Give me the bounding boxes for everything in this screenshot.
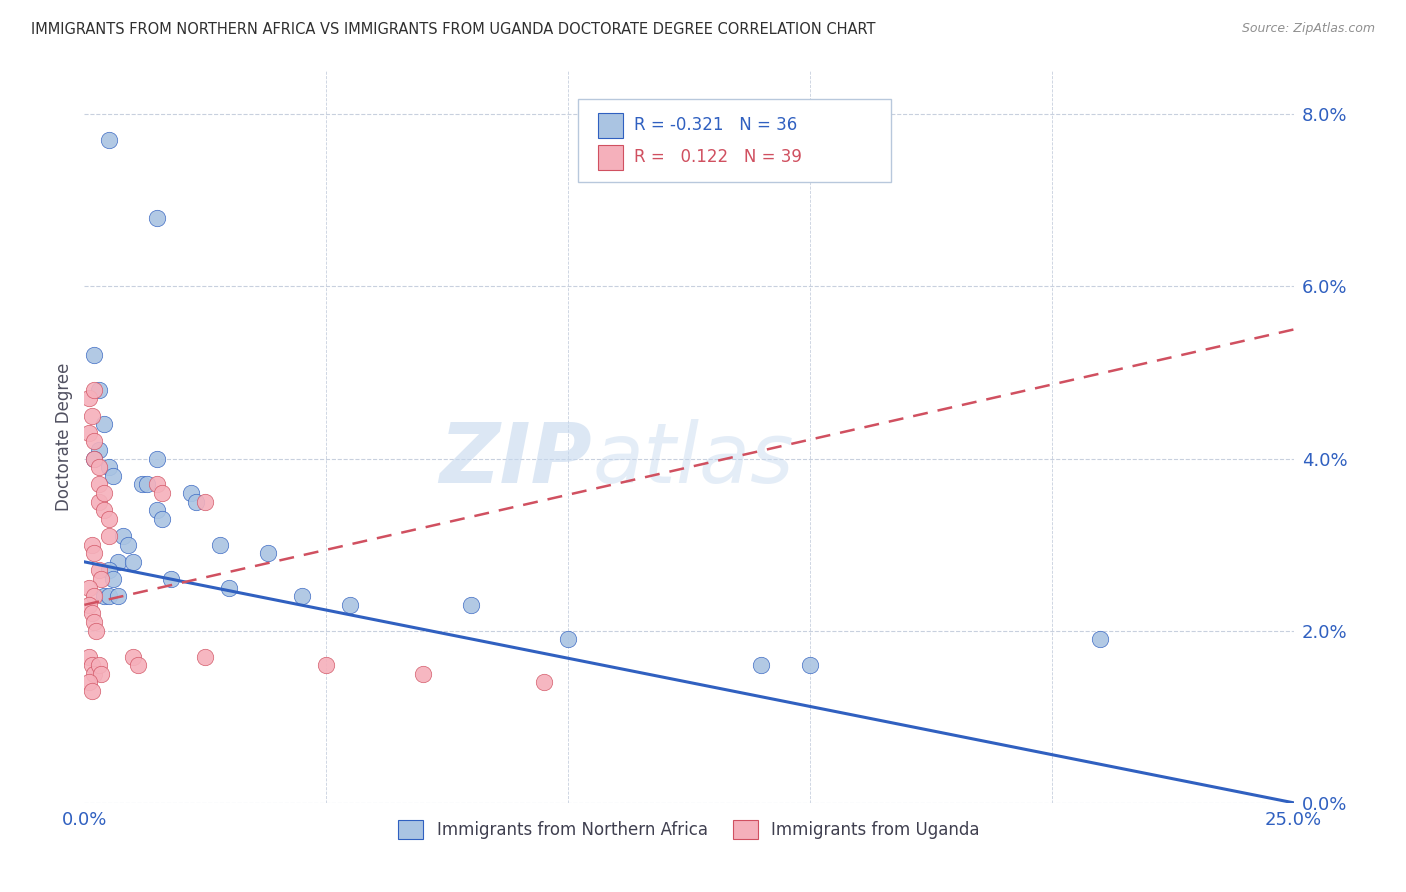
Point xyxy=(97,589,120,603)
Point xyxy=(121,649,143,664)
Point xyxy=(412,666,434,681)
Text: R = -0.321   N = 36: R = -0.321 N = 36 xyxy=(634,116,797,135)
Point xyxy=(77,392,100,406)
Point xyxy=(112,529,135,543)
Point xyxy=(93,589,115,603)
Point xyxy=(97,512,120,526)
Point xyxy=(799,658,821,673)
Legend: Immigrants from Northern Africa, Immigrants from Uganda: Immigrants from Northern Africa, Immigra… xyxy=(392,814,986,846)
Point xyxy=(160,572,183,586)
Point xyxy=(83,451,105,466)
Point xyxy=(83,451,105,466)
Point xyxy=(97,564,120,578)
Point xyxy=(87,494,110,508)
Point xyxy=(77,598,100,612)
Text: IMMIGRANTS FROM NORTHERN AFRICA VS IMMIGRANTS FROM UGANDA DOCTORATE DEGREE CORRE: IMMIGRANTS FROM NORTHERN AFRICA VS IMMIG… xyxy=(31,22,876,37)
Point xyxy=(93,503,115,517)
Point xyxy=(87,658,110,673)
Point xyxy=(83,348,105,362)
Text: Source: ZipAtlas.com: Source: ZipAtlas.com xyxy=(1241,22,1375,36)
Point xyxy=(146,477,169,491)
Point xyxy=(208,538,231,552)
Point xyxy=(77,675,100,690)
Point xyxy=(180,486,202,500)
Point xyxy=(83,434,105,449)
Point xyxy=(80,538,103,552)
Point xyxy=(131,477,153,491)
Point xyxy=(80,658,103,673)
Point xyxy=(533,675,555,690)
Point xyxy=(97,460,120,475)
Point xyxy=(146,451,169,466)
Point xyxy=(97,529,120,543)
Point xyxy=(86,624,108,638)
Point xyxy=(557,632,579,647)
Point xyxy=(83,383,105,397)
Point xyxy=(77,649,100,664)
Point xyxy=(107,555,129,569)
Point xyxy=(136,477,159,491)
Point xyxy=(87,460,110,475)
Point xyxy=(121,555,143,569)
Point xyxy=(90,666,112,681)
Point xyxy=(103,468,125,483)
Point xyxy=(83,589,105,603)
Point xyxy=(87,442,110,457)
Point xyxy=(150,512,173,526)
Point xyxy=(184,494,207,508)
Point xyxy=(77,425,100,440)
Text: R =   0.122   N = 39: R = 0.122 N = 39 xyxy=(634,148,801,166)
Point xyxy=(90,572,112,586)
Point xyxy=(97,133,120,147)
Point xyxy=(87,477,110,491)
Point xyxy=(146,503,169,517)
Point xyxy=(93,486,115,500)
Point xyxy=(460,598,482,612)
Point xyxy=(80,684,103,698)
Point xyxy=(117,538,139,552)
Point xyxy=(146,211,169,225)
Point xyxy=(194,494,217,508)
Text: atlas: atlas xyxy=(592,418,794,500)
Point xyxy=(194,649,217,664)
Point xyxy=(87,564,110,578)
Point xyxy=(83,666,105,681)
Point xyxy=(103,572,125,586)
Point xyxy=(257,546,280,560)
Point xyxy=(339,598,361,612)
Point xyxy=(315,658,337,673)
Point xyxy=(87,383,110,397)
Point xyxy=(107,589,129,603)
Point xyxy=(83,546,105,560)
Point xyxy=(127,658,149,673)
Point xyxy=(751,658,773,673)
Point xyxy=(218,581,240,595)
Point xyxy=(77,581,100,595)
Text: ZIP: ZIP xyxy=(440,418,592,500)
Point xyxy=(83,615,105,629)
Point xyxy=(80,607,103,621)
Point xyxy=(80,409,103,423)
Y-axis label: Doctorate Degree: Doctorate Degree xyxy=(55,363,73,511)
Point xyxy=(93,417,115,432)
Point xyxy=(1088,632,1111,647)
Point xyxy=(291,589,314,603)
Point xyxy=(150,486,173,500)
